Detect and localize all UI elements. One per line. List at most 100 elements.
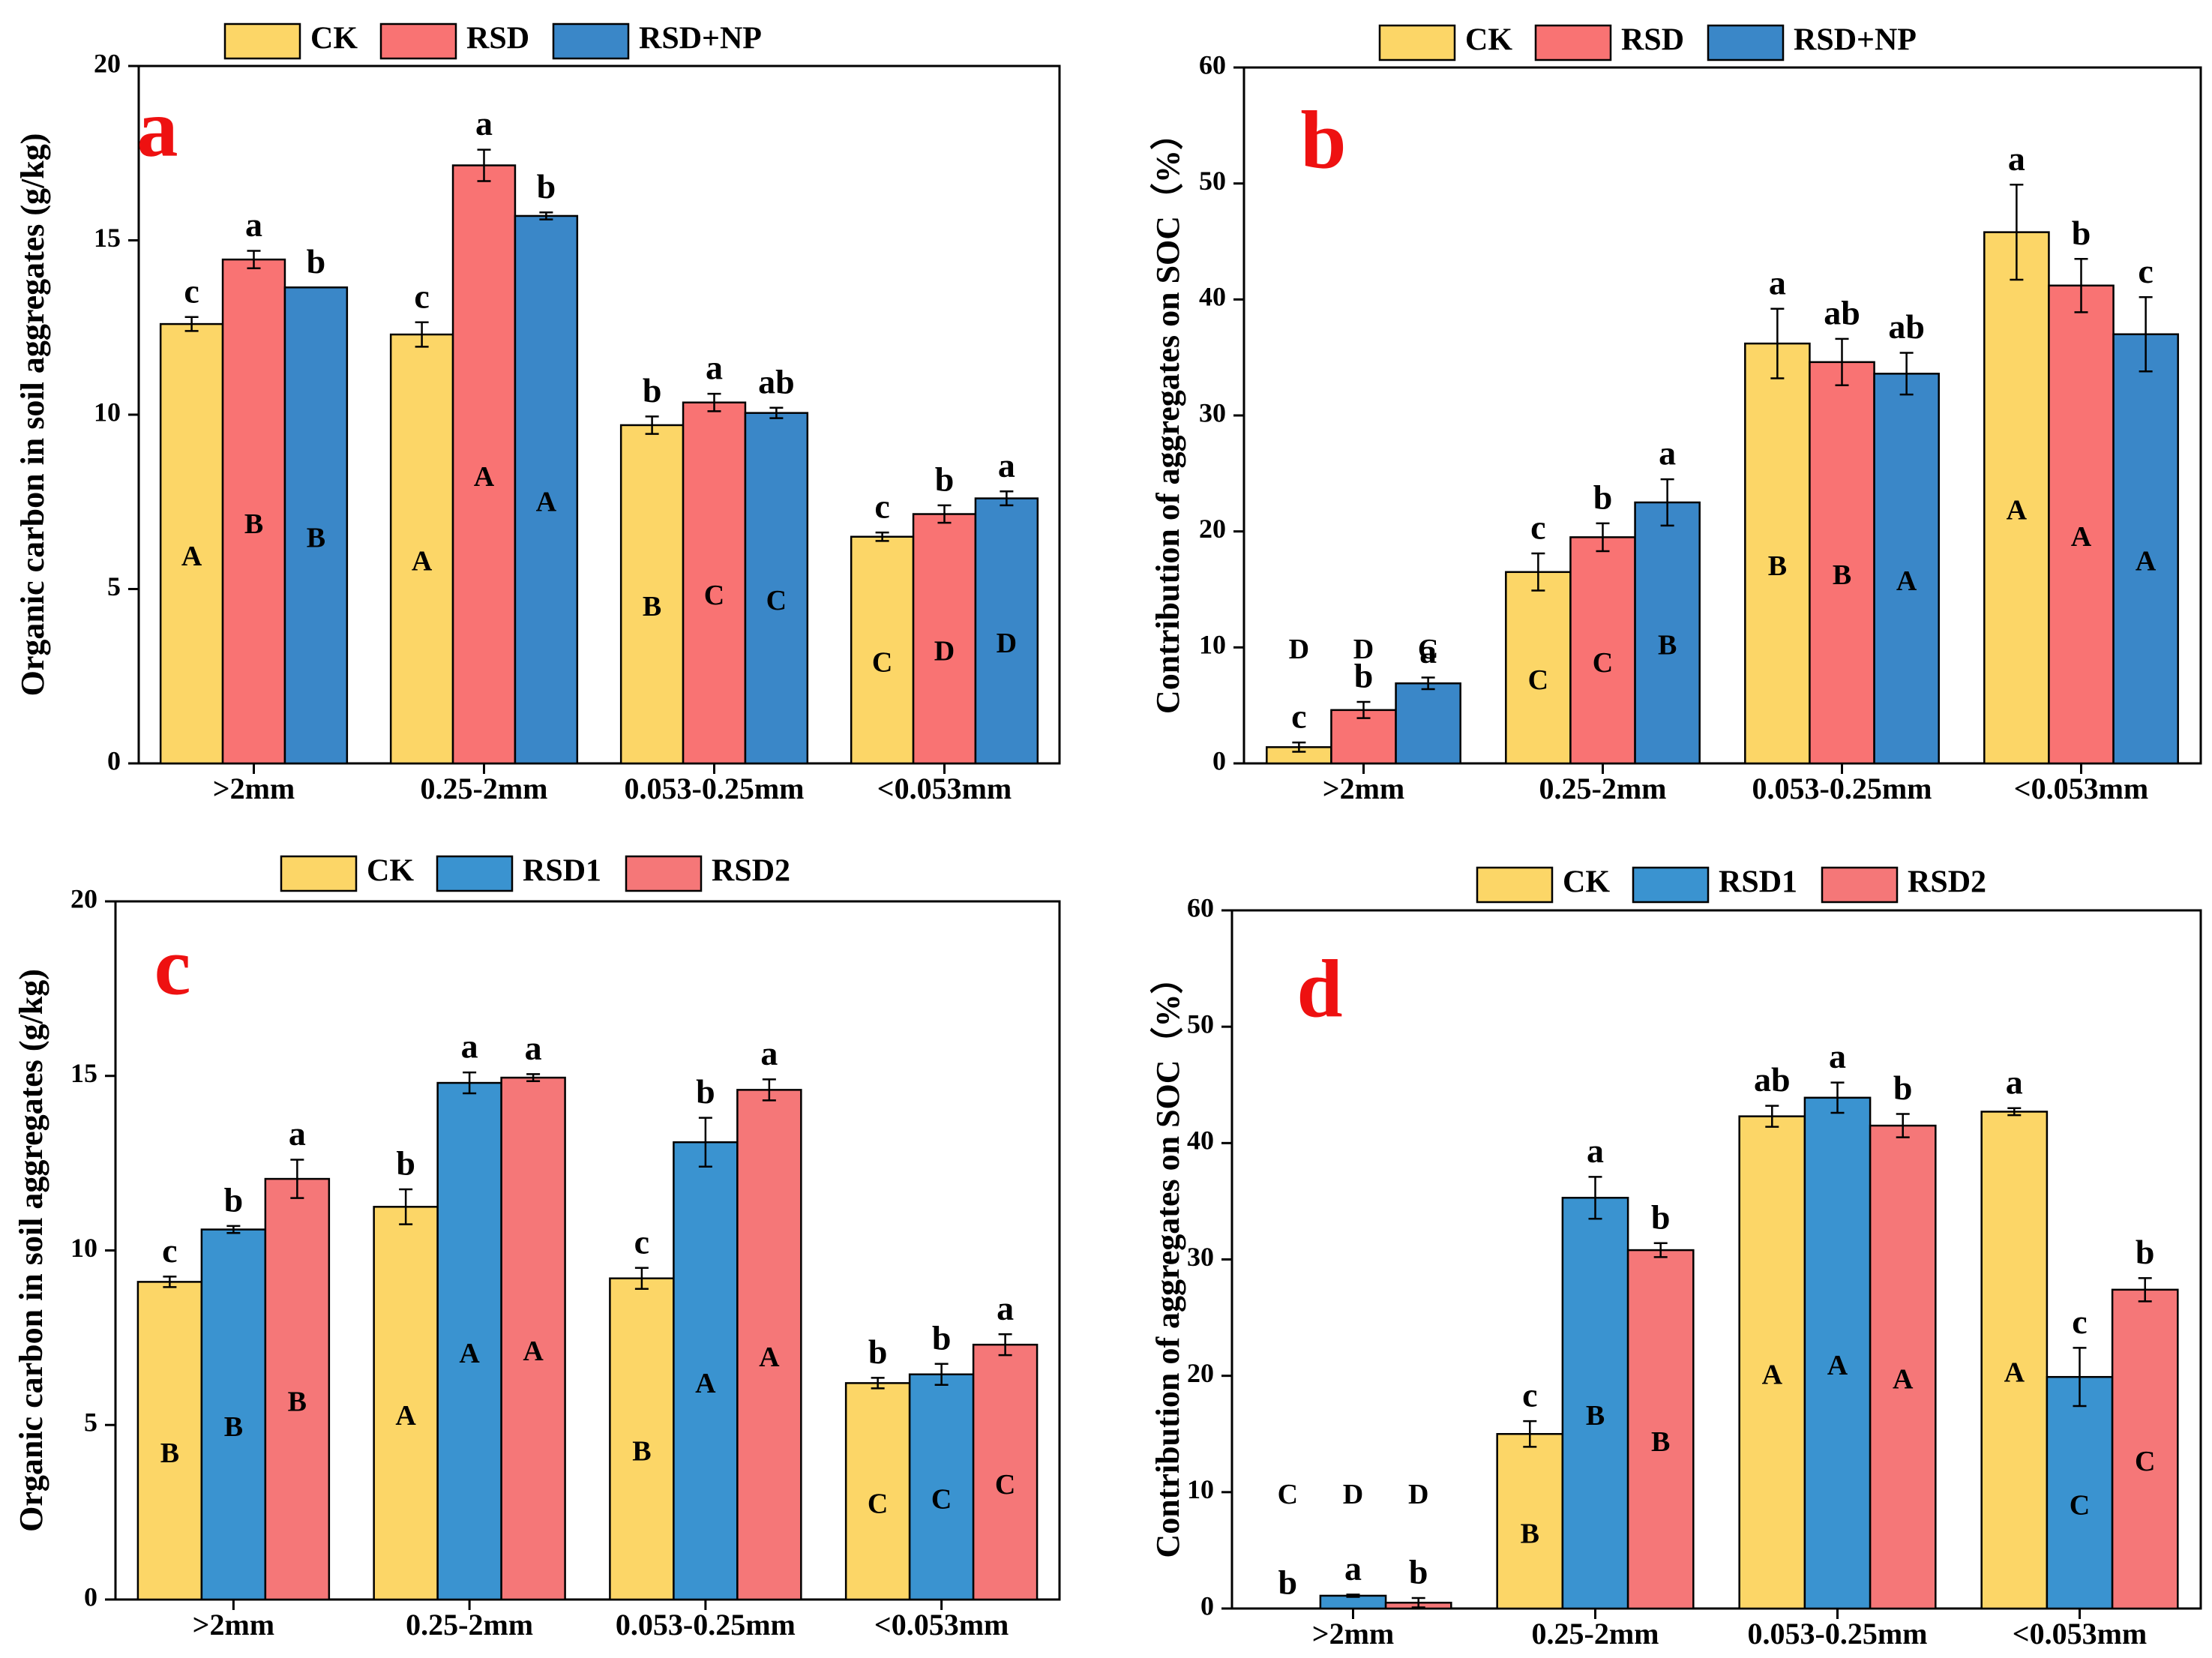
significance-lower: a — [1344, 1549, 1362, 1588]
legend-swatch-RSD+NP — [1707, 24, 1785, 61]
significance-lower: c — [1291, 697, 1306, 736]
bar-RSD2-2 — [736, 1089, 802, 1601]
y-tick-label: 0 — [84, 1582, 97, 1612]
significance-upper: B — [632, 1436, 651, 1468]
y-axis-label: Organic carbon in soil aggregates (g/kg) — [13, 969, 49, 1532]
significance-lower: c — [1522, 1376, 1537, 1414]
significance-lower: a — [525, 1029, 542, 1067]
significance-upper: D — [1408, 1479, 1428, 1510]
significance-lower: c — [184, 271, 199, 310]
significance-upper: C — [2135, 1446, 2155, 1477]
legend-swatch-RSD — [1534, 24, 1612, 61]
bar-RSD+NP-0 — [1395, 682, 1461, 765]
significance-upper: B — [1586, 1400, 1605, 1432]
legend-label: CK — [1563, 865, 1610, 900]
bar-RSD+NP-3 — [2112, 333, 2179, 765]
legend-swatch-CK — [223, 22, 301, 60]
legend-swatch-CK — [1476, 866, 1554, 904]
significance-lower: a — [1419, 632, 1437, 670]
significance-upper: D — [1289, 634, 1309, 665]
significance-lower: a — [706, 349, 723, 387]
significance-lower: b — [224, 1180, 244, 1219]
significance-lower: b — [1409, 1553, 1428, 1591]
significance-lower: a — [245, 205, 262, 244]
x-tick-label: 0.25-2mm — [421, 772, 548, 805]
bar-RSD-1 — [451, 164, 517, 765]
bar-CK-2 — [609, 1277, 675, 1601]
bar-RSD1-3 — [908, 1373, 975, 1601]
significance-upper: C — [931, 1484, 952, 1516]
significance-upper: A — [523, 1336, 544, 1367]
bar-CK-3 — [844, 1382, 911, 1601]
significance-upper: B — [1658, 630, 1677, 661]
bar-RSD1-3 — [2046, 1375, 2114, 1610]
legend-label: RSD — [466, 22, 529, 56]
significance-upper: A — [459, 1338, 480, 1369]
significance-upper: C — [995, 1469, 1015, 1501]
significance-lower: ab — [1754, 1060, 1791, 1099]
x-tick-label: >2mm — [213, 772, 295, 805]
x-tick-label: <0.053mm — [874, 1608, 1009, 1642]
significance-upper: B — [160, 1438, 179, 1469]
significance-lower: ab — [1888, 307, 1925, 346]
legend-swatch-RSD1 — [436, 855, 514, 892]
y-tick-label: 60 — [1187, 892, 1214, 922]
x-tick-label: <0.053mm — [2013, 1617, 2147, 1651]
significance-upper: B — [244, 508, 263, 540]
x-tick-label: >2mm — [1312, 1617, 1394, 1651]
legend-label: RSD2 — [712, 854, 790, 889]
y-tick-label: 10 — [1199, 630, 1226, 660]
bar-CK-3 — [1983, 231, 2050, 765]
significance-lower: b — [2136, 1233, 2155, 1271]
significance-lower: a — [760, 1034, 778, 1072]
bar-CK-1 — [1496, 1433, 1564, 1610]
bar-CK-2 — [619, 424, 685, 765]
x-tick-label: 0.25-2mm — [1532, 1617, 1659, 1651]
significance-lower: a — [1829, 1037, 1846, 1075]
y-tick-label: 40 — [1199, 282, 1226, 312]
y-tick-label: 0 — [1212, 745, 1226, 775]
y-axis-label: Organic carbon in soil aggregates (g/kg) — [14, 133, 51, 697]
y-tick-label: 50 — [1187, 1009, 1214, 1039]
significance-lower: b — [932, 1318, 952, 1357]
significance-upper: A — [474, 461, 495, 493]
significance-lower: c — [414, 277, 429, 315]
legend-swatch-CK — [280, 855, 358, 892]
significance-lower: c — [162, 1231, 177, 1270]
y-tick-label: 10 — [70, 1233, 97, 1263]
x-tick-label: 0.053-0.25mm — [1752, 772, 1932, 805]
y-tick-label: 40 — [1187, 1126, 1214, 1156]
significance-lower: b — [643, 371, 662, 409]
significance-lower: c — [1530, 508, 1545, 547]
x-tick-label: 0.053-0.25mm — [625, 772, 805, 805]
significance-upper: A — [395, 1400, 416, 1432]
significance-lower: b — [696, 1072, 715, 1111]
y-tick-label: 50 — [1199, 166, 1226, 196]
legend-label: CK — [1465, 23, 1512, 58]
legend-swatch-RSD — [379, 22, 457, 60]
significance-upper: D — [1353, 634, 1374, 665]
bar-RSD1-1 — [436, 1081, 502, 1601]
significance-upper: A — [536, 487, 557, 518]
panel-letter: d — [1296, 943, 1342, 1034]
bar-RSD-3 — [2048, 284, 2115, 765]
y-tick-label: 10 — [1187, 1474, 1214, 1504]
bar-RSD2-2 — [1869, 1124, 1937, 1610]
significance-lower: c — [2072, 1303, 2087, 1341]
panel-letter: b — [1300, 94, 1346, 185]
significance-lower: b — [307, 242, 326, 280]
significance-lower: b — [1651, 1198, 1671, 1236]
legend-swatch-RSD2 — [625, 855, 703, 892]
y-axis-label: Contribution of aggregates on SOC（%） — [1149, 961, 1186, 1558]
legend-label: RSD2 — [1908, 865, 1986, 900]
bar-RSD2-1 — [1626, 1249, 1695, 1610]
significance-lower: b — [1278, 1564, 1297, 1602]
y-tick-label: 30 — [1199, 397, 1226, 427]
significance-lower: b — [1354, 657, 1374, 695]
legend-label: RSD+NP — [639, 22, 762, 56]
significance-upper: A — [2004, 1357, 2025, 1388]
x-tick-label: 0.053-0.25mm — [616, 1608, 796, 1642]
significance-upper: A — [2071, 521, 2092, 553]
bar-RSD+NP-0 — [283, 286, 349, 765]
x-tick-label: <0.053mm — [877, 772, 1012, 805]
